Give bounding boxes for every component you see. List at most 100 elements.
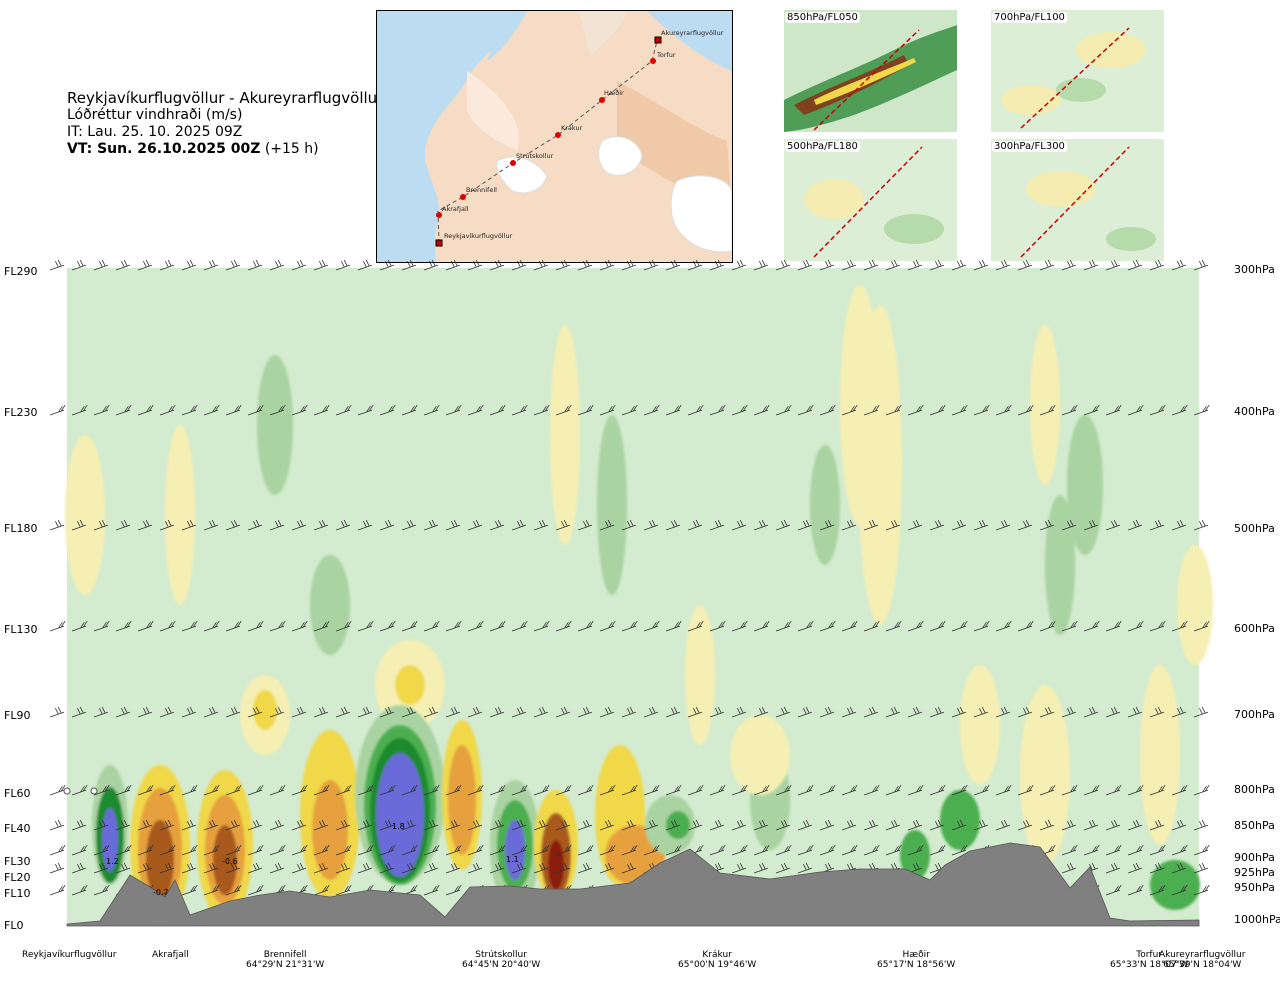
- location-name: Akrafjall: [152, 950, 189, 960]
- wind-barb: [1171, 862, 1187, 874]
- title-block: Reykjavíkurflugvöllur - Akureyrarflugvöl…: [67, 90, 383, 158]
- wind-barb: [753, 862, 769, 874]
- wind-barb: [511, 519, 527, 531]
- wind-barb: [1083, 784, 1100, 796]
- wind-barb: [1127, 784, 1144, 796]
- wind-barb: [863, 620, 880, 632]
- wind-barb: [181, 259, 197, 271]
- thumbnail-700[interactable]: 700hPa/FL100: [991, 10, 1164, 132]
- wind-barb: [269, 259, 285, 271]
- wind-barb: [819, 844, 836, 856]
- route-title: Reykjavíkurflugvöllur - Akureyrarflugvöl…: [67, 89, 384, 107]
- wind-barb: [335, 862, 351, 874]
- wind-barb: [247, 620, 264, 632]
- wind-barb: [731, 844, 748, 856]
- wind-barb: [929, 404, 946, 416]
- location-coord: 65°39'N 18°04'W: [1163, 960, 1242, 970]
- wind-barb: [863, 844, 880, 856]
- wind-barb: [797, 706, 813, 718]
- wind-barb: [533, 862, 549, 874]
- wind-barb: [71, 844, 88, 856]
- wind-barb: [159, 706, 175, 718]
- thumbnail-300-plot: [991, 139, 1164, 261]
- upper-contour: [685, 605, 715, 745]
- wind-barb: [71, 706, 87, 718]
- wind-barb: [137, 706, 153, 718]
- wind-barb: [401, 862, 417, 874]
- thumbnail-500[interactable]: 500hPa/FL180: [784, 139, 957, 261]
- location-coord: 64°45'N 20°40'W: [462, 960, 541, 970]
- wind-barb: [731, 519, 747, 531]
- wind-barb: [841, 784, 858, 796]
- wind-barb: [225, 519, 241, 531]
- wind-barb: [665, 784, 682, 796]
- route-waypoints: [435, 36, 662, 247]
- wind-barb: [797, 259, 813, 271]
- wind-barb: [973, 706, 989, 718]
- wind-barb: [93, 784, 110, 796]
- wind-barb: [423, 784, 440, 796]
- wind-barb: [379, 404, 396, 416]
- wind-barb: [401, 404, 418, 416]
- wind-barb: [445, 519, 461, 531]
- location-coord: 65°00'N 19°46'W: [678, 960, 757, 970]
- wind-barb: [225, 884, 242, 896]
- route-map-svg: Akureyrarflugvöllur Torfur Hæðir Krákur …: [377, 11, 732, 262]
- fl-label: FL30: [4, 855, 31, 868]
- wind-barb: [1171, 884, 1188, 896]
- wind-barb: [71, 784, 88, 796]
- upper-contour: [810, 445, 840, 565]
- wind-barb: [885, 784, 902, 796]
- location-name: Strútskollur: [475, 950, 527, 960]
- wind-barb: [401, 620, 418, 632]
- location-akureyri: Akureyrarflugvöllur 65°39'N 18°04'W: [1159, 950, 1245, 970]
- wind-barb: [687, 620, 704, 632]
- wind-barb: [71, 819, 87, 831]
- wind-barb: [1105, 404, 1122, 416]
- thumbnail-850-plot: [784, 10, 957, 132]
- wind-barb: [467, 819, 483, 831]
- wind-barb: [665, 404, 682, 416]
- wind-barb: [137, 259, 153, 271]
- wind-barb: [489, 844, 506, 856]
- wind-barb: [599, 259, 615, 271]
- wind-barb: [181, 706, 197, 718]
- location-coord: 64°29'N 21°31'W: [246, 960, 325, 970]
- wind-barb: [863, 819, 879, 831]
- wind-barb: [93, 519, 109, 531]
- wind-barb: [775, 862, 791, 874]
- pressure-label: 300hPa: [1234, 263, 1275, 276]
- pressure-label: 1000hPa: [1234, 913, 1280, 926]
- pressure-label: 850hPa: [1234, 819, 1275, 832]
- wind-barb: [1061, 620, 1078, 632]
- wind-barb: [511, 259, 527, 271]
- wind-barb: [313, 844, 330, 856]
- wind-barb: [291, 620, 308, 632]
- wind-barb: [181, 519, 197, 531]
- wind-barb: [1083, 706, 1099, 718]
- thumbnail-850-label: 850hPa/FL050: [785, 12, 860, 23]
- pressure-label: 900hPa: [1234, 851, 1275, 864]
- wind-barb: [423, 862, 439, 874]
- lower-contour: [960, 665, 1000, 785]
- wind-barb: [291, 706, 307, 718]
- wind-barb: [885, 259, 901, 271]
- wind-barb: [709, 259, 725, 271]
- thumbnail-300[interactable]: 300hPa/FL300: [991, 139, 1164, 261]
- wind-barb: [995, 706, 1011, 718]
- wind-barb: [973, 784, 990, 796]
- wind-barb: [181, 844, 198, 856]
- thumbnail-850[interactable]: 850hPa/FL050: [784, 10, 957, 132]
- wind-barb: [225, 259, 241, 271]
- map-label-strutskollur: Strútskollur: [516, 152, 554, 160]
- wind-barb: [753, 404, 770, 416]
- wind-barb: [753, 784, 770, 796]
- wind-barb: [93, 819, 109, 831]
- wind-barb: [313, 404, 330, 416]
- map-label-akrafjall: Akrafjall: [442, 205, 469, 213]
- wind-barb: [489, 404, 506, 416]
- wind-barb: [1193, 844, 1210, 856]
- upper-contour: [310, 555, 350, 655]
- wind-barb: [951, 620, 968, 632]
- wind-barb: [445, 620, 462, 632]
